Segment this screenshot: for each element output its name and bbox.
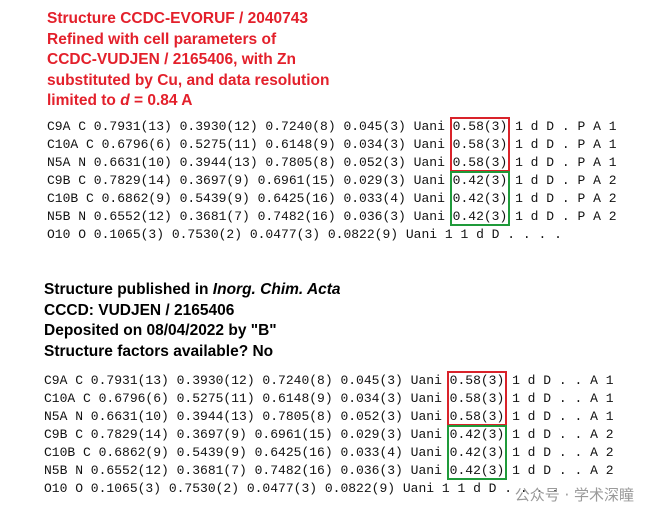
heading: Structure CCDC-EVORUF / 2040743 Refined … (47, 9, 329, 112)
occupancy: 0.58(3) (449, 373, 505, 388)
heading-line: Deposited on 08/04/2022 by "B" (44, 321, 341, 342)
heading-line: CCCD: VUDJEN / 2165406 (44, 301, 341, 322)
highlight-box (446, 371, 508, 426)
heading: Structure published in Inorg. Chim. Acta… (44, 280, 341, 362)
cif-text: C10A C 0.6796(6) 0.5275(11) 0.6148(9) 0.… (47, 137, 453, 152)
occupancy: 0.42(3) (452, 173, 508, 188)
occupancy: 0.42(3) (452, 209, 508, 224)
text: d (120, 92, 130, 109)
cif-text: 1 d D . P A 2 (507, 209, 617, 224)
heading-line: limited to d = 0.84 A (47, 91, 329, 112)
cif-text: C9B C 0.7829(14) 0.3697(9) 0.6961(15) 0.… (44, 427, 450, 442)
text: Structure published in (44, 281, 213, 298)
occupancy: 0.42(3) (449, 463, 505, 478)
heading-line: Structure factors available? No (44, 342, 341, 363)
cif-text: N5A N 0.6631(10) 0.3944(13) 0.7805(8) 0.… (47, 155, 453, 170)
cif-row: C10B C 0.6862(9) 0.5439(9) 0.6425(16) 0.… (47, 190, 617, 208)
occupancy: 0.58(3) (449, 409, 505, 424)
heading-line: Structure published in Inorg. Chim. Acta (44, 280, 341, 301)
text: = 0.84 A (129, 92, 193, 109)
highlight-box (449, 117, 511, 172)
cif-text: 1 d D . . A 2 (504, 427, 614, 442)
cif-text: 1 d D . P A 1 (507, 155, 617, 170)
text: Structure CCDC-EVORUF / 2040743 (47, 10, 308, 27)
occupancy: 0.42(3) (452, 191, 508, 206)
cif-block: C9A C 0.7931(13) 0.3930(12) 0.7240(8) 0.… (47, 118, 617, 244)
cif-row: C10A C 0.6796(6) 0.5275(11) 0.6148(9) 0.… (47, 136, 617, 154)
text: substituted by Cu, and data resolution (47, 71, 330, 89)
cif-text: 1 d D . . A 1 (504, 373, 614, 388)
cif-text: 1 d D . P A 2 (507, 191, 617, 206)
cif-text: 1 d D . P A 2 (507, 173, 617, 188)
cif-text: 1 d D . . A 2 (504, 445, 614, 460)
cif-text: N5A N 0.6631(10) 0.3944(13) 0.7805(8) 0.… (44, 409, 450, 424)
occupancy: 0.58(3) (449, 391, 505, 406)
cif-row: N5B N 0.6552(12) 0.3681(7) 0.7482(16) 0.… (44, 462, 614, 480)
text: CCCD: VUDJEN / 2165406 (44, 301, 235, 319)
cif-block: C9A C 0.7931(13) 0.3930(12) 0.7240(8) 0.… (44, 372, 614, 498)
cif-text: N5B N 0.6552(12) 0.3681(7) 0.7482(16) 0.… (47, 209, 453, 224)
text: Structure factors available? No (44, 342, 274, 360)
occupancy: 0.42(3) (449, 445, 505, 460)
cif-text: 1 d D . . A 2 (504, 463, 614, 478)
watermark: 公众号 · 学术深瞳 (514, 486, 634, 504)
cif-text: 1 d D . P A 1 (507, 119, 617, 134)
text: Refined with cell parameters of (47, 30, 277, 48)
cif-text: C10A C 0.6796(6) 0.5275(11) 0.6148(9) 0.… (44, 391, 450, 406)
text: CCDC-VUDJEN / 2165406, with Zn (47, 51, 296, 68)
cif-text: 1 d D . P A 1 (507, 137, 617, 152)
cif-row: C10B C 0.6862(9) 0.5439(9) 0.6425(16) 0.… (44, 444, 614, 462)
cif-text: C9A C 0.7931(13) 0.3930(12) 0.7240(8) 0.… (47, 119, 453, 134)
cif-row: N5A N 0.6631(10) 0.3944(13) 0.7805(8) 0.… (44, 408, 614, 426)
cif-text: 1 d D . . A 1 (504, 409, 614, 424)
cif-row: C9A C 0.7931(13) 0.3930(12) 0.7240(8) 0.… (47, 118, 617, 136)
heading-line: CCDC-VUDJEN / 2165406, with Zn (47, 50, 329, 71)
cif-text: C10B C 0.6862(9) 0.5439(9) 0.6425(16) 0.… (44, 445, 450, 460)
cif-row: O10 O 0.1065(3) 0.7530(2) 0.0477(3) 0.08… (44, 480, 614, 498)
text: limited to (47, 92, 121, 109)
heading-line: Refined with cell parameters of (47, 30, 329, 51)
cif-text: N5B N 0.6552(12) 0.3681(7) 0.7482(16) 0.… (44, 463, 450, 478)
occupancy: 0.58(3) (452, 137, 508, 152)
text: Deposited on 08/04/2022 by "B" (44, 322, 277, 339)
occupancy: 0.58(3) (452, 119, 508, 134)
cif-text: C9B C 0.7829(14) 0.3697(9) 0.6961(15) 0.… (47, 173, 453, 188)
cif-text: C10B C 0.6862(9) 0.5439(9) 0.6425(16) 0.… (47, 191, 453, 206)
heading-line: substituted by Cu, and data resolution (47, 71, 329, 92)
cif-text: C9A C 0.7931(13) 0.3930(12) 0.7240(8) 0.… (44, 373, 450, 388)
cif-row: N5B N 0.6552(12) 0.3681(7) 0.7482(16) 0.… (47, 208, 617, 226)
highlight-box (446, 425, 508, 480)
cif-row: O10 O 0.1065(3) 0.7530(2) 0.0477(3) 0.08… (47, 226, 617, 244)
cif-text: O10 O 0.1065(3) 0.7530(2) 0.0477(3) 0.08… (47, 227, 562, 242)
cif-row: N5A N 0.6631(10) 0.3944(13) 0.7805(8) 0.… (47, 154, 617, 172)
cif-text: O10 O 0.1065(3) 0.7530(2) 0.0477(3) 0.08… (44, 481, 559, 496)
cif-row: C9B C 0.7829(14) 0.3697(9) 0.6961(15) 0.… (44, 426, 614, 444)
occupancy: 0.42(3) (449, 427, 505, 442)
text: Inorg. Chim. Acta (212, 281, 341, 298)
heading-line: Structure CCDC-EVORUF / 2040743 (47, 9, 329, 30)
cif-text: 1 d D . . A 1 (504, 391, 614, 406)
highlight-box (449, 171, 511, 226)
cif-row: C9B C 0.7829(14) 0.3697(9) 0.6961(15) 0.… (47, 172, 617, 190)
occupancy: 0.58(3) (452, 155, 508, 170)
cif-row: C9A C 0.7931(13) 0.3930(12) 0.7240(8) 0.… (44, 372, 614, 390)
cif-row: C10A C 0.6796(6) 0.5275(11) 0.6148(9) 0.… (44, 390, 614, 408)
